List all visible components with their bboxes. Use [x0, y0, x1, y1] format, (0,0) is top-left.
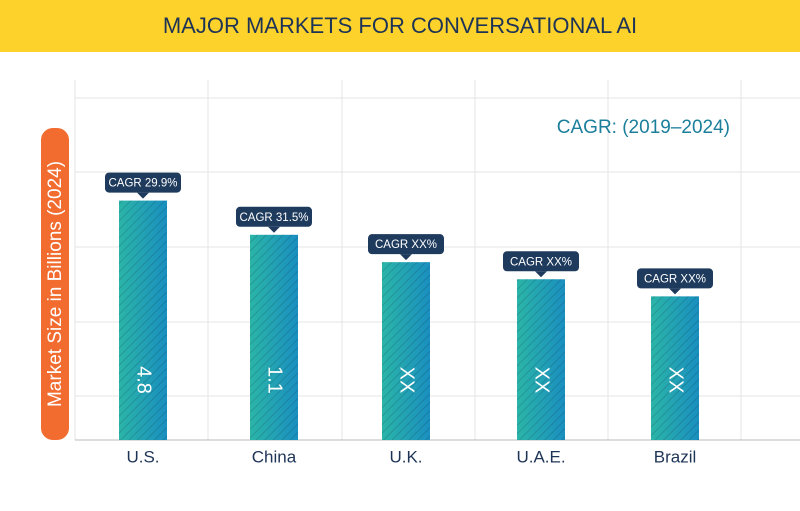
callout-pointer: [400, 254, 412, 261]
bar-hatch: [517, 279, 565, 440]
cagr-note: CAGR: (2019–2024): [557, 117, 730, 138]
y-axis-label: Market Size in Billions (2024): [45, 161, 66, 407]
bar-label: XX: [531, 367, 553, 394]
callout-pointer: [535, 271, 547, 278]
x-tick-label: U.K.: [389, 447, 422, 466]
callout-text: CAGR 29.9%: [108, 178, 177, 190]
chart-title: MAJOR MARKETS FOR CONVERSATIONAL AI: [163, 13, 637, 38]
x-tick-label: U.A.E.: [516, 447, 565, 466]
y-label-pill: [41, 128, 69, 440]
callout-text: CAGR XX%: [510, 256, 572, 268]
callout-pointer: [669, 288, 681, 295]
title-banner: [0, 0, 800, 52]
x-tick-label: China: [252, 447, 297, 466]
callout-box: [503, 251, 579, 272]
callout-text: CAGR 31.5%: [239, 212, 308, 224]
x-tick-label: U.S.: [126, 447, 159, 466]
callout-pointer: [137, 192, 149, 199]
callout-box: [105, 172, 181, 193]
bar-hatch: [250, 234, 298, 440]
x-tick-label: Brazil: [654, 447, 697, 466]
callout-text: CAGR XX%: [375, 239, 437, 251]
bar-hatch: [651, 296, 699, 440]
bar-label: XX: [665, 367, 687, 394]
bar-hatch: [119, 200, 167, 440]
callout-box: [368, 234, 444, 255]
callout-box: [637, 268, 713, 289]
callout-box: [236, 206, 312, 227]
bar-hatch: [382, 262, 430, 440]
bar-label: 4.8: [133, 366, 155, 394]
callout-pointer: [268, 226, 280, 233]
callout-text: CAGR XX%: [644, 273, 706, 285]
bar-label: 1.1: [264, 366, 286, 394]
bar-label: XX: [396, 367, 418, 394]
